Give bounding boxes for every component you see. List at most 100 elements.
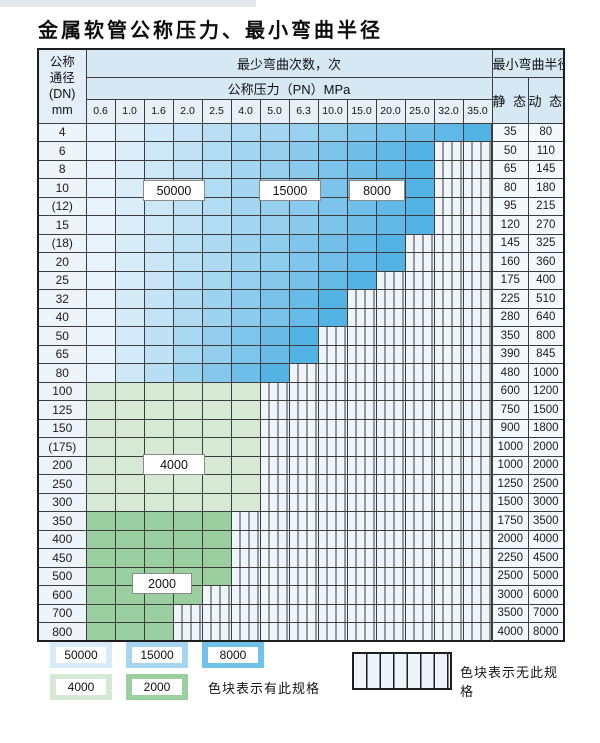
legend-hatch-swatch — [352, 652, 452, 690]
no-spec-cell — [346, 455, 377, 475]
static-radius-cell: 1750 — [491, 511, 529, 531]
no-spec-cell — [433, 603, 464, 623]
spec-cell — [201, 363, 232, 383]
spec-cell — [346, 270, 377, 290]
legend-swatch-4000: 4000 — [50, 674, 112, 700]
no-spec-cell — [404, 363, 435, 383]
no-spec-cell — [375, 585, 406, 605]
static-radius-cell: 280 — [491, 307, 529, 327]
no-spec-cell — [404, 492, 435, 512]
static-radius-cell: 350 — [491, 326, 529, 346]
band-label-8000: 8000 — [349, 180, 405, 201]
dynamic-radius-cell: 270 — [527, 215, 565, 235]
no-spec-cell — [404, 548, 435, 568]
no-spec-cell — [317, 455, 348, 475]
table-row-dn-20: 20 160 360 — [37, 252, 565, 272]
no-spec-cell — [288, 585, 319, 605]
spec-cell — [172, 363, 203, 383]
no-spec-cell — [404, 418, 435, 438]
pressure-header-4.0: 4.0 — [230, 98, 261, 124]
no-spec-cell — [317, 492, 348, 512]
dn-cell: 32 — [37, 289, 87, 309]
spec-cell — [172, 215, 203, 235]
no-spec-cell — [201, 622, 232, 642]
no-spec-cell — [259, 474, 290, 494]
dynamic-radius-cell: 3000 — [527, 492, 565, 512]
spec-cell — [201, 252, 232, 272]
spec-cell — [143, 400, 174, 420]
no-spec-cell — [433, 529, 464, 549]
min-bend-radius-header: 最小弯曲半径 — [491, 48, 565, 78]
no-spec-cell — [433, 252, 464, 272]
dn-cell: 65 — [37, 344, 87, 364]
spec-cell — [404, 122, 435, 142]
dynamic-radius-cell: 800 — [527, 326, 565, 346]
band-label-4000: 4000 — [143, 454, 205, 475]
spec-cell — [346, 215, 377, 235]
static-radius-cell: 4000 — [491, 622, 529, 642]
nominal-pressure-header: 公称压力（PN）MPa — [85, 76, 493, 100]
dn-cell: 6 — [37, 141, 87, 161]
no-spec-cell — [317, 418, 348, 438]
no-spec-cell — [404, 326, 435, 346]
no-spec-cell — [462, 252, 493, 272]
no-spec-cell — [259, 603, 290, 623]
spec-cell — [114, 159, 145, 179]
dn-cell: 250 — [37, 474, 87, 494]
spec-cell — [172, 511, 203, 531]
spec-cell — [85, 474, 116, 494]
spec-cell — [85, 585, 116, 605]
spec-cell — [230, 474, 261, 494]
spec-cell — [201, 159, 232, 179]
no-spec-cell — [462, 511, 493, 531]
spec-cell — [375, 233, 406, 253]
spec-cell — [346, 252, 377, 272]
spec-cell — [201, 529, 232, 549]
spec-cell — [114, 270, 145, 290]
table-row-dn-(175): (175) 1000 2000 — [37, 437, 565, 457]
static-radius-cell: 750 — [491, 400, 529, 420]
spec-cell — [85, 326, 116, 346]
no-spec-cell — [230, 585, 261, 605]
no-spec-cell — [259, 585, 290, 605]
dn-cell: 80 — [37, 363, 87, 383]
dynamic-radius-cell: 2000 — [527, 455, 565, 475]
no-spec-cell — [433, 326, 464, 346]
spec-cell — [230, 492, 261, 512]
no-spec-cell — [375, 474, 406, 494]
spec-cell — [375, 159, 406, 179]
spec-cell — [114, 418, 145, 438]
spec-cell — [172, 418, 203, 438]
dynamic-radius-cell: 1500 — [527, 400, 565, 420]
spec-cell — [172, 122, 203, 142]
no-spec-cell — [433, 196, 464, 216]
spec-cell — [288, 159, 319, 179]
no-spec-cell — [346, 326, 377, 346]
dynamic-radius-cell: 8000 — [527, 622, 565, 642]
no-spec-cell — [433, 159, 464, 179]
spec-cell — [114, 196, 145, 216]
spec-cell — [85, 437, 116, 457]
spec-cell — [85, 548, 116, 568]
spec-cell — [288, 270, 319, 290]
dynamic-radius-cell: 640 — [527, 307, 565, 327]
spec-cell — [230, 196, 261, 216]
pressure-header-10.0: 10.0 — [317, 98, 348, 124]
spec-cell — [317, 270, 348, 290]
spec-cell — [172, 474, 203, 494]
static-radius-cell: 390 — [491, 344, 529, 364]
table-row-dn-150: 150 900 1800 — [37, 418, 565, 438]
dynamic-radius-cell: 5000 — [527, 566, 565, 586]
bend-times-header: 最少弯曲次数，次 — [85, 48, 493, 78]
no-spec-cell — [288, 566, 319, 586]
no-spec-cell — [462, 344, 493, 364]
spec-cell — [114, 437, 145, 457]
no-spec-cell — [462, 603, 493, 623]
dn-cell: 300 — [37, 492, 87, 512]
static-radius-cell: 2250 — [491, 548, 529, 568]
no-spec-cell — [346, 548, 377, 568]
dn-cell: 50 — [37, 326, 87, 346]
no-spec-cell — [462, 474, 493, 494]
spec-cell — [172, 381, 203, 401]
no-spec-cell — [404, 455, 435, 475]
